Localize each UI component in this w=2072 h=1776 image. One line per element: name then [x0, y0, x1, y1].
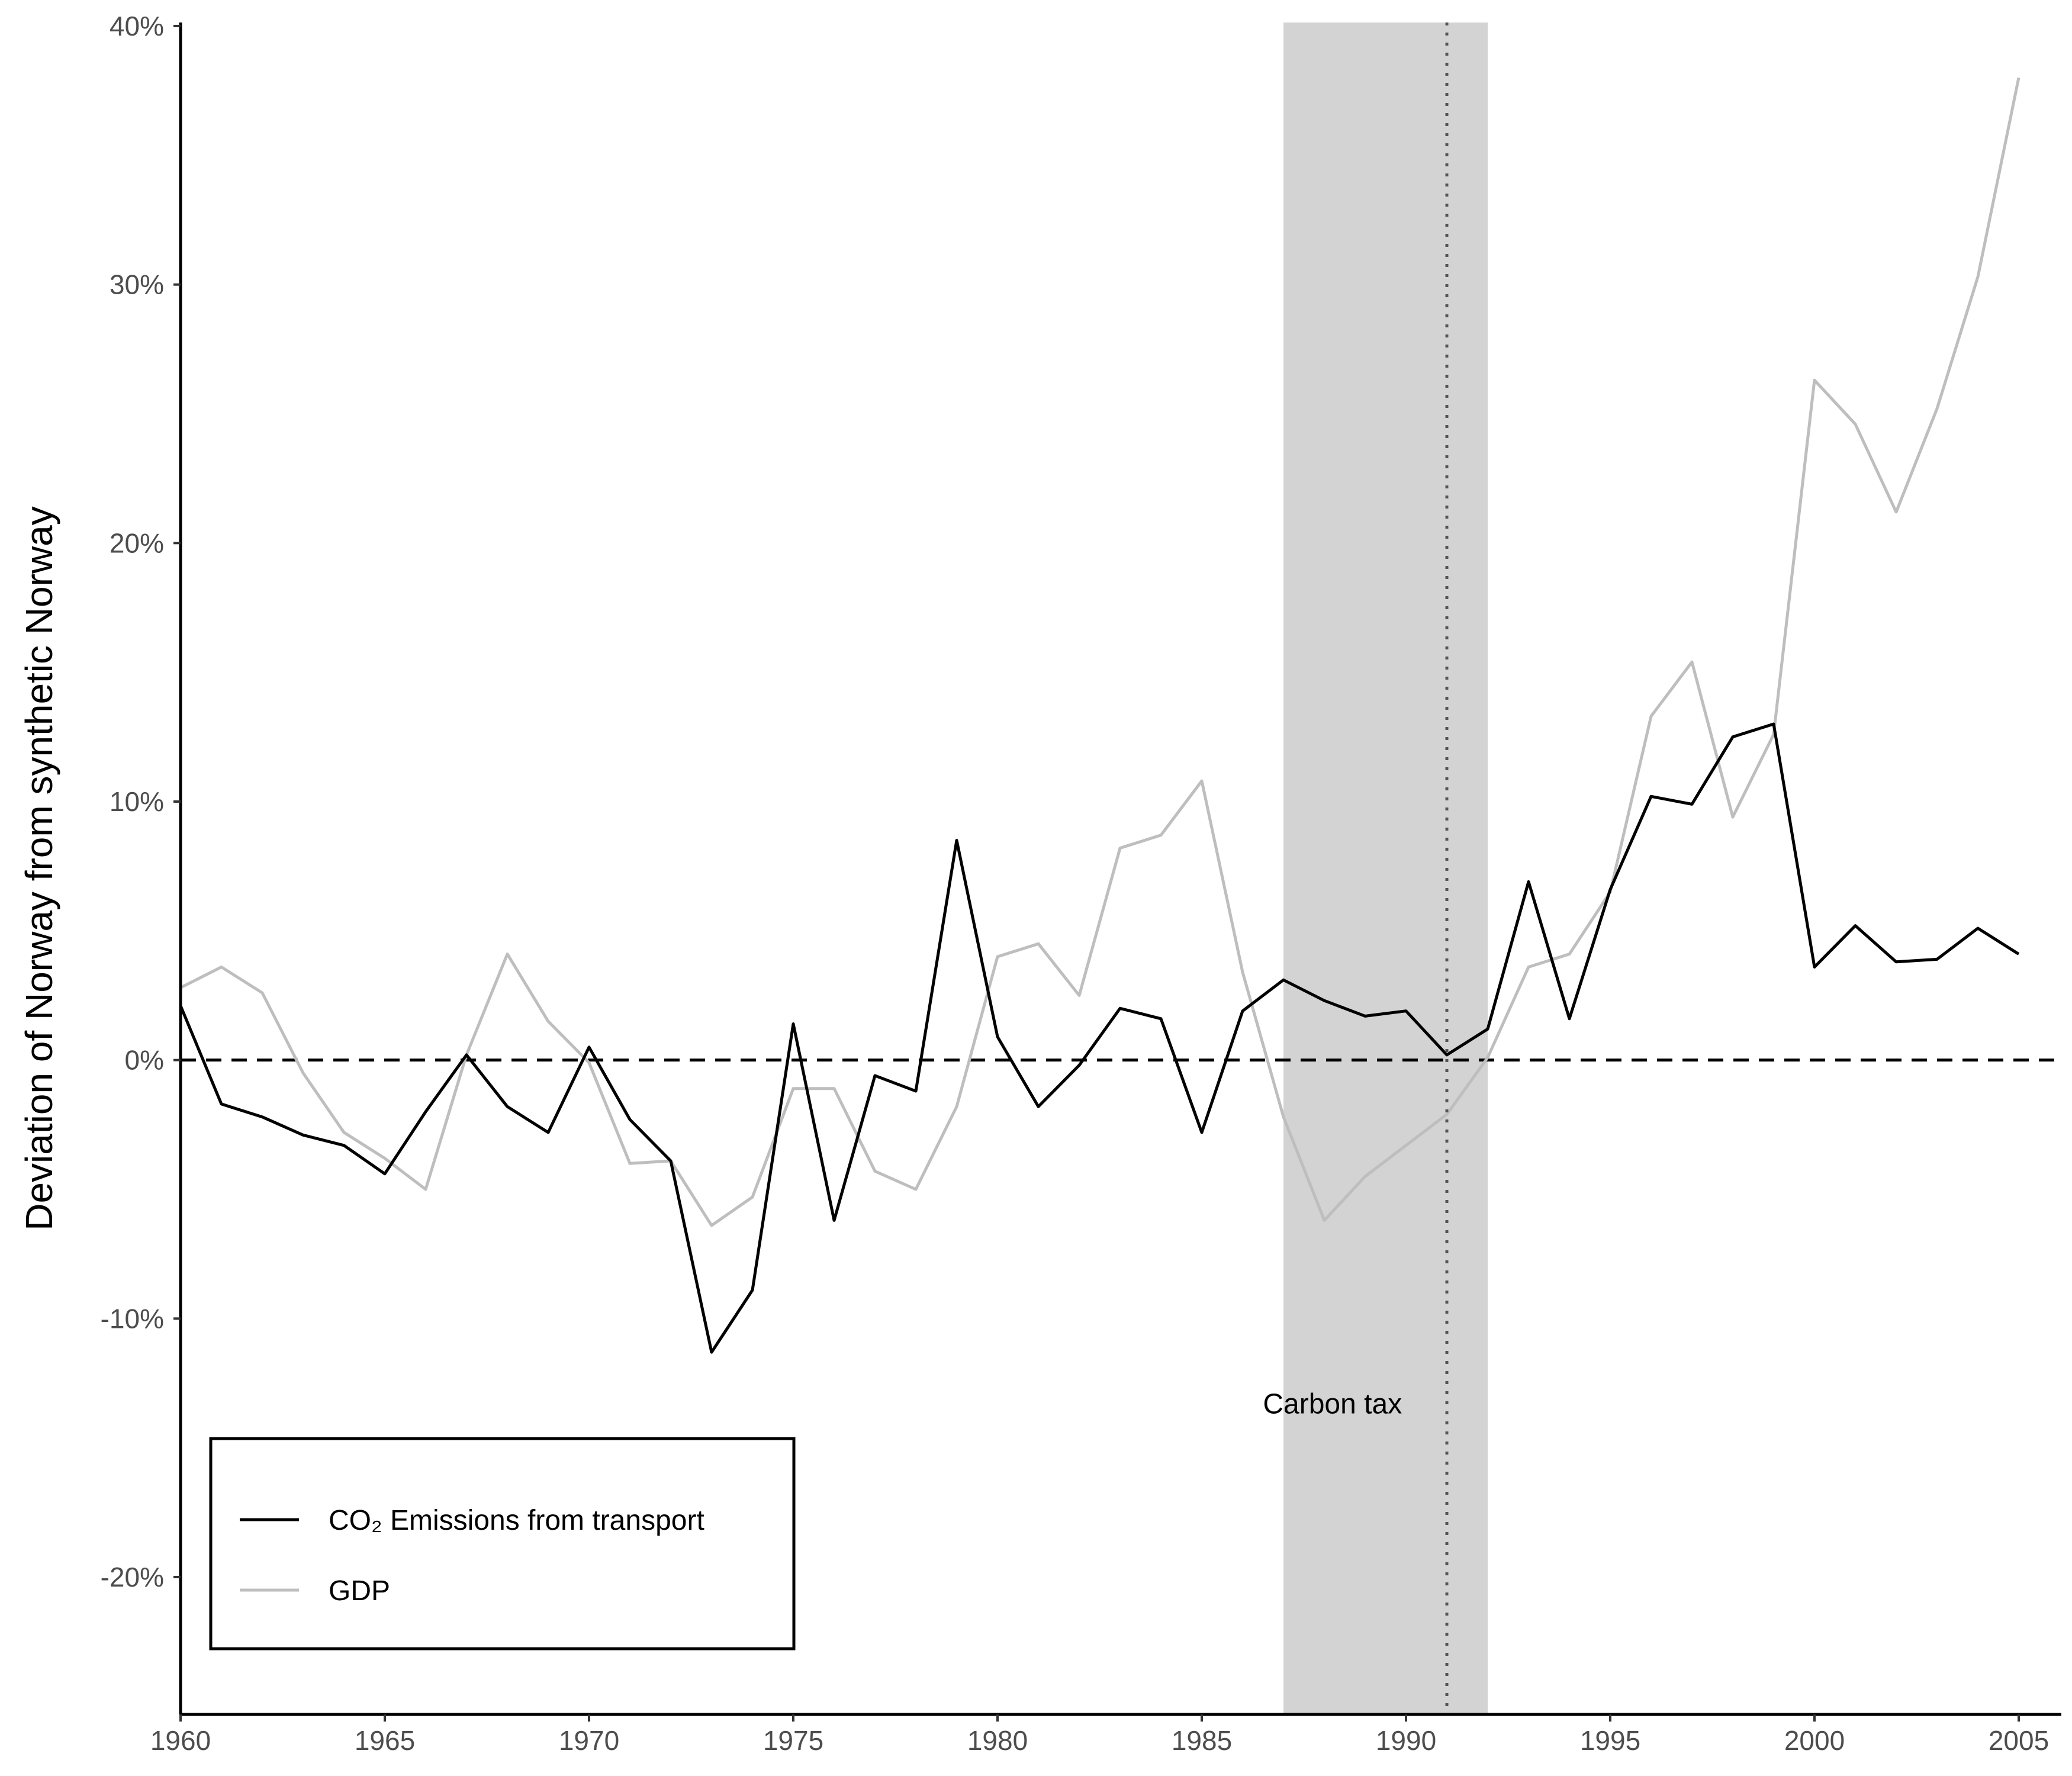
carbon-tax-annotation: Carbon tax — [1263, 1388, 1402, 1420]
x-tick-label: 1990 — [1376, 1725, 1436, 1756]
legend-box — [209, 1437, 796, 1650]
y-axis-title: Deviation of Norway from synthetic Norwa… — [18, 506, 60, 1231]
legend-label-gdp: GDP — [329, 1575, 390, 1607]
y-tick-label: 20% — [110, 527, 164, 558]
x-tick-label: 1975 — [763, 1725, 823, 1756]
series-line-co2 — [179, 722, 2020, 1354]
series-line-gdp — [179, 77, 2020, 1227]
tick-labels: 1960 1965 1970 1975 1980 1985 1990 1995 2000 2005… — [101, 11, 2050, 1756]
y-tick-label: -10% — [101, 1303, 164, 1334]
x-tick-label: 1980 — [967, 1725, 1028, 1756]
x-tick-label: 1985 — [1172, 1725, 1232, 1756]
plot-area — [179, 22, 2061, 1714]
y-tick-label: 40% — [110, 11, 164, 41]
legend: CO₂ Emissions from transport GDP — [209, 1437, 796, 1650]
x-tick-label: 2000 — [1784, 1725, 1845, 1756]
x-tick-label: 1970 — [559, 1725, 619, 1756]
y-tick-label: 30% — [110, 269, 164, 300]
legend-label-co2: CO₂ Emissions from transport — [329, 1505, 704, 1536]
y-tick-label: 10% — [110, 786, 164, 817]
x-tick-label: 1960 — [150, 1725, 211, 1756]
carbon-tax-shaded-region — [1283, 22, 1488, 1714]
y-tick-label: 0% — [125, 1045, 164, 1076]
y-tick-label: -20% — [101, 1562, 164, 1592]
x-tick-label: 2005 — [1989, 1725, 2049, 1756]
x-tick-label: 1995 — [1580, 1725, 1640, 1756]
x-tick-label: 1965 — [355, 1725, 415, 1756]
axes — [179, 22, 2061, 1716]
